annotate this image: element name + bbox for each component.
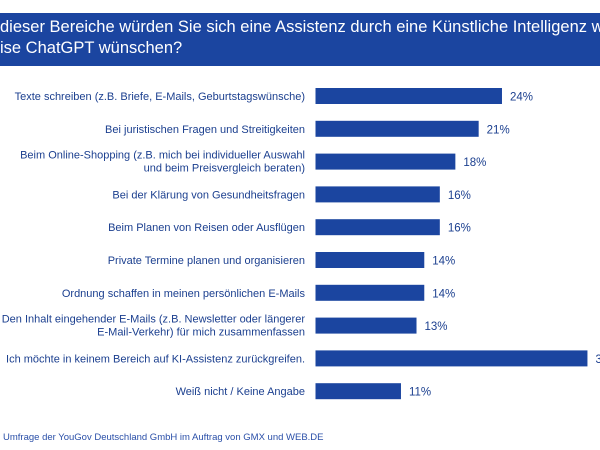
footnote: Umfrage der YouGov Deutschland GmbH im A… (3, 432, 324, 443)
category-label: Bei der Klärung von Gesundheitsfragen (112, 189, 305, 201)
data-label: 11% (409, 387, 431, 399)
data-label: 14% (432, 256, 455, 268)
data-label: 13% (425, 321, 448, 333)
category-label: Private Termine planen und organisieren (108, 255, 305, 267)
bar (315, 284, 425, 301)
bar (315, 153, 456, 170)
data-label: 16% (448, 190, 471, 202)
category-label: Weiß nicht / Keine Angabe (176, 386, 305, 398)
category-label: Den Inhalt eingehender E-Mails (z.B. New… (2, 314, 306, 326)
title-line-2: ise ChatGPT wünschen? (0, 39, 183, 57)
category-label: Texte schreiben (z.B. Briefe, E-Mails, G… (15, 91, 305, 103)
bar (315, 88, 502, 104)
category-label: und beim Preisvergleich beraten) (144, 163, 305, 175)
bar (315, 120, 479, 137)
bar (315, 350, 588, 367)
data-label: 21% (487, 124, 510, 136)
category-label: Beim Online-Shopping (z.B. mich bei indi… (20, 150, 305, 162)
title-banner: dieser Bereiche würden Sie sich eine Ass… (0, 13, 600, 66)
category-label: Bei juristischen Fragen und Streitigkeit… (105, 124, 305, 136)
bar (315, 317, 417, 334)
bar (315, 219, 440, 236)
category-label: Ich möchte in keinem Bereich auf KI-Assi… (6, 353, 305, 365)
data-label: 35% (595, 354, 600, 366)
data-label: 14% (432, 288, 455, 300)
bar (315, 186, 440, 203)
title-line-1: dieser Bereiche würden Sie sich eine Ass… (0, 18, 600, 36)
category-label: E-Mail-Verkehr) für mich zusammenfassen (97, 327, 305, 339)
data-label: 18% (463, 157, 486, 169)
bar (315, 383, 401, 400)
data-label: 16% (448, 223, 471, 235)
category-label: Ordnung schaffen in meinen persönlichen … (62, 288, 306, 300)
bar (315, 252, 425, 268)
data-label: 24% (510, 92, 533, 104)
category-label: Beim Planen von Reisen oder Ausflügen (108, 222, 305, 234)
